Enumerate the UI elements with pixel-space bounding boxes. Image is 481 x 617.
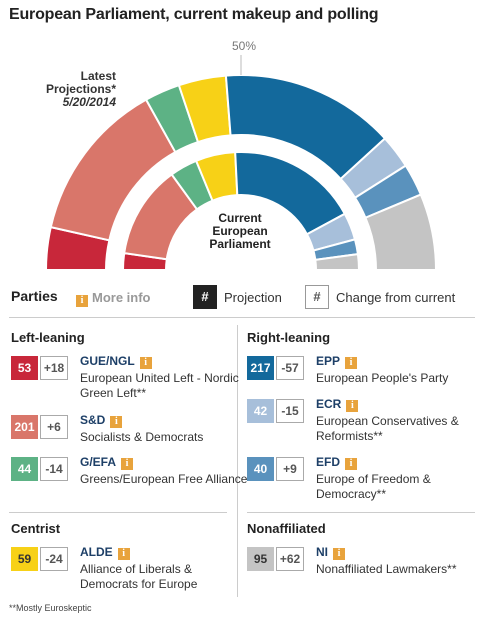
- change-value: -57: [276, 356, 304, 380]
- change-value: +9: [276, 457, 304, 481]
- party-abbr: S&D i: [80, 413, 123, 428]
- current-line1: Current: [218, 211, 262, 225]
- party-row-ecr[interactable]: 42 -15 ECR i European Conservatives & Ref…: [247, 397, 477, 449]
- section-right-leaning: Right-leaning: [247, 330, 331, 345]
- party-abbr: NI i: [316, 545, 345, 560]
- party-full-name: Alliance of Liberals & Democrats for Eur…: [80, 562, 198, 591]
- more-info-label: More info: [92, 290, 151, 305]
- info-icon[interactable]: i: [345, 458, 357, 470]
- projection-value: 42: [247, 399, 274, 423]
- divider: [9, 317, 475, 318]
- change-legend-label: Change from current: [336, 290, 456, 305]
- party-full-name: Nonaffiliated Lawmakers**: [316, 562, 457, 576]
- section-left-leaning: Left-leaning: [11, 330, 85, 345]
- party-abbr-text: ALDE: [80, 545, 113, 559]
- party-abbr: G/EFA i: [80, 455, 134, 470]
- footnote: **Mostly Euroskeptic: [9, 603, 92, 613]
- projection-value: 59: [11, 547, 38, 571]
- projection-value: 40: [247, 457, 274, 481]
- party-row-alde[interactable]: 59 -24 ALDE i Alliance of Liberals & Demo…: [11, 545, 241, 597]
- info-icon[interactable]: i: [346, 400, 359, 412]
- current-line3: Parliament: [209, 237, 271, 251]
- change-value: -24: [40, 547, 68, 571]
- projection-segment-ni: [364, 193, 438, 271]
- party-row-gefa[interactable]: 44 -14 G/EFA i Greens/European Free Allia…: [11, 455, 247, 507]
- parliament-chart: [44, 55, 438, 271]
- current-segment-ni: [314, 252, 361, 271]
- party-row-sd[interactable]: 201 +6 S&D i Socialists & Democrats: [11, 413, 241, 465]
- current-line2: European: [212, 224, 268, 238]
- more-info-link[interactable]: i More info: [76, 290, 151, 307]
- section-nonaffiliated: Nonaffiliated: [247, 521, 326, 536]
- info-icon[interactable]: i: [121, 458, 134, 470]
- party-full-name: Europe of Freedom & Democracy**: [316, 472, 431, 501]
- info-icon[interactable]: i: [139, 357, 152, 369]
- latest-line2: Projections*: [45, 82, 116, 96]
- party-abbr: ALDE i: [80, 545, 130, 560]
- change-value: +18: [40, 356, 68, 380]
- change-value: -15: [276, 399, 304, 423]
- latest-date: 5/20/2014: [62, 95, 116, 109]
- fifty-percent-label: 50%: [232, 39, 257, 53]
- party-full-name: European United Left - Nordic Green Left…: [80, 371, 239, 400]
- party-abbr: EPP i: [316, 354, 358, 369]
- info-icon: i: [76, 295, 88, 307]
- parties-heading: Parties: [11, 288, 58, 304]
- party-full-name: European Conservatives & Reformists**: [316, 414, 459, 443]
- party-row-epp[interactable]: 217 -57 EPP i European People's Party: [247, 354, 477, 406]
- legend-bar: Parties i More info # Projection # Change…: [9, 285, 475, 309]
- info-icon[interactable]: i: [345, 357, 358, 369]
- page-title: European Parliament, current makeup and …: [9, 6, 379, 23]
- projection-value: 95: [247, 547, 274, 571]
- projection-value: 201: [11, 415, 38, 439]
- party-abbr: ECR i: [316, 397, 359, 412]
- change-value: +6: [40, 415, 68, 439]
- info-icon[interactable]: i: [117, 548, 130, 560]
- party-full-name: Greens/European Free Alliance: [80, 472, 248, 486]
- divider: [247, 512, 475, 513]
- party-full-name: European People's Party: [316, 371, 449, 385]
- latest-projections-label: Latest Projections* 5/20/2014: [36, 70, 116, 109]
- party-abbr-text: EFD: [316, 455, 340, 469]
- change-value: +62: [276, 547, 304, 571]
- section-centrist: Centrist: [11, 521, 61, 536]
- party-abbr-text: NI: [316, 545, 328, 559]
- latest-line1: Latest: [80, 69, 116, 83]
- party-abbr-text: EPP: [316, 354, 341, 368]
- party-abbr: GUE/NGL i: [80, 354, 152, 369]
- party-row-gue-ngl[interactable]: 53 +18 GUE/NGL i European United Left - N…: [11, 354, 241, 406]
- projection-legend-label: Projection: [224, 290, 282, 305]
- projection-legend-swatch: #: [193, 285, 217, 309]
- info-icon[interactable]: i: [110, 416, 123, 428]
- divider: [9, 512, 227, 513]
- info-icon[interactable]: i: [333, 548, 345, 560]
- change-legend-swatch: #: [305, 285, 329, 309]
- party-abbr-text: GUE/NGL: [80, 354, 135, 368]
- party-abbr-text: G/EFA: [80, 455, 117, 469]
- party-row-efd[interactable]: 40 +9 EFD i Europe of Freedom & Democracy…: [247, 455, 477, 507]
- projection-value: 44: [11, 457, 38, 481]
- current-parliament-label: Current European Parliament: [190, 212, 290, 251]
- party-abbr-text: S&D: [80, 413, 106, 427]
- party-abbr: EFD i: [316, 455, 357, 470]
- party-row-ni[interactable]: 95 +62 NI i Nonaffiliated Lawmakers**: [247, 545, 477, 597]
- projection-value: 53: [11, 356, 38, 380]
- party-full-name: Socialists & Democrats: [80, 430, 204, 444]
- projection-value: 217: [247, 356, 274, 380]
- party-abbr-text: ECR: [316, 397, 342, 411]
- column-divider: [237, 325, 238, 597]
- change-value: -14: [40, 457, 68, 481]
